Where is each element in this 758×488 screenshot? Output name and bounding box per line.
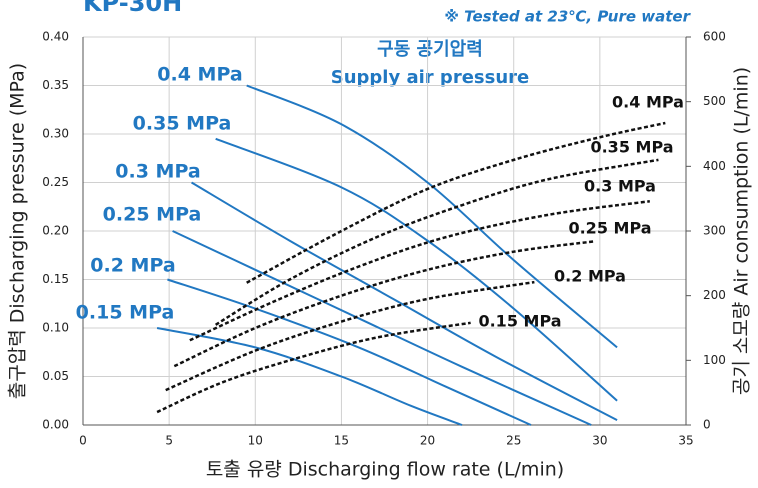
y-tick-label: 0.20 bbox=[42, 224, 69, 238]
series-line bbox=[167, 278, 532, 426]
x-tick-label: 25 bbox=[506, 434, 521, 448]
series-label: 0.4 MPa bbox=[612, 93, 684, 112]
x-tick-label: 0 bbox=[79, 434, 87, 448]
series-line bbox=[165, 280, 535, 392]
series-label: 0.3 MPa bbox=[115, 161, 200, 183]
y2-tick-label: 500 bbox=[703, 94, 726, 108]
series-label: 0.2 MPa bbox=[90, 255, 175, 277]
y2-tick-label: 100 bbox=[703, 353, 726, 367]
series-label: 0.4 MPa bbox=[157, 64, 242, 86]
annotation: Supply air pressure bbox=[331, 67, 529, 88]
y2-tick-label: 600 bbox=[703, 30, 726, 44]
y2-tick-label: 200 bbox=[703, 288, 726, 302]
y2-tick-label: 400 bbox=[703, 159, 726, 173]
y-tick-label: 0.40 bbox=[42, 30, 69, 44]
series-label: 0.15 MPa bbox=[76, 302, 175, 324]
y2-tick-label: 0 bbox=[703, 418, 711, 432]
y2-tick-label: 300 bbox=[703, 224, 726, 238]
x-tick-label: 10 bbox=[248, 434, 263, 448]
y2-axis-title: 공기 소모량 Air consumption (L/min) bbox=[731, 67, 753, 395]
x-axis-title: 토출 유량 Discharging flow rate (L/min) bbox=[206, 459, 564, 481]
series-line bbox=[156, 327, 463, 426]
series-line bbox=[215, 158, 659, 326]
series-line bbox=[173, 240, 595, 368]
y-tick-label: 0.15 bbox=[42, 272, 69, 286]
y-tick-label: 0.05 bbox=[42, 369, 69, 383]
series-line bbox=[215, 137, 618, 402]
series-label: 0.35 MPa bbox=[590, 138, 673, 157]
series-label: 0.2 MPa bbox=[554, 267, 626, 286]
y-tick-label: 0.25 bbox=[42, 175, 69, 189]
y-tick-label: 0.35 bbox=[42, 78, 69, 92]
series-label: 0.3 MPa bbox=[584, 177, 656, 196]
series-line bbox=[191, 181, 618, 422]
series-label: 0.35 MPa bbox=[133, 113, 232, 135]
y-tick-label: 0.00 bbox=[42, 418, 69, 432]
x-tick-label: 15 bbox=[334, 434, 349, 448]
series-line bbox=[172, 230, 592, 426]
x-tick-label: 5 bbox=[165, 434, 173, 448]
note: ※ Tested at 23℃, Pure water bbox=[444, 8, 691, 26]
series-line bbox=[156, 321, 471, 414]
series-label: 0.15 MPa bbox=[478, 312, 561, 331]
chart-title: KP-30H bbox=[83, 0, 182, 17]
x-tick-label: 30 bbox=[592, 434, 607, 448]
series-line bbox=[189, 200, 650, 342]
y-tick-label: 0.30 bbox=[42, 127, 69, 141]
x-tick-label: 20 bbox=[420, 434, 435, 448]
series-label: 0.25 MPa bbox=[103, 204, 202, 226]
series-line bbox=[246, 84, 618, 349]
annotation: 구동 공기압력 bbox=[377, 39, 483, 60]
y-axis-title: 출구압력 Discharging pressure (MPa) bbox=[7, 63, 29, 399]
series-label: 0.25 MPa bbox=[568, 219, 651, 238]
x-tick-label: 35 bbox=[678, 434, 693, 448]
series-line bbox=[246, 121, 666, 284]
y-tick-label: 0.10 bbox=[42, 321, 69, 335]
